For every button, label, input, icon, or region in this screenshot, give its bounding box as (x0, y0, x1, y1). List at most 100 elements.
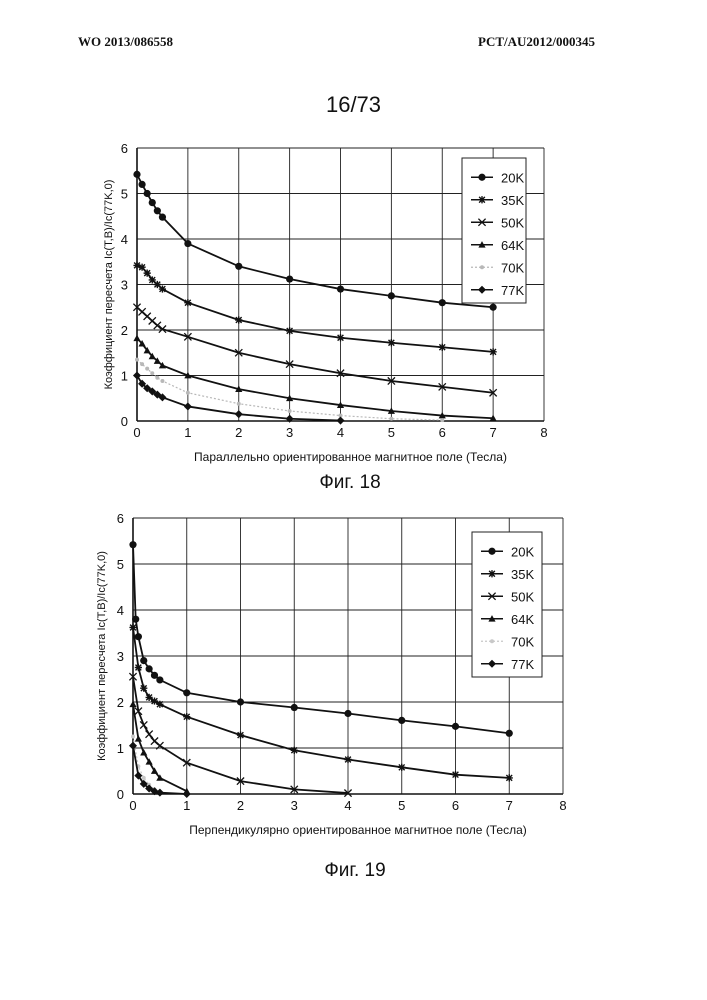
data-point (133, 261, 141, 269)
series-50K (128, 672, 353, 798)
data-point (183, 713, 191, 721)
x-tick-label: 8 (559, 798, 566, 813)
data-point (344, 755, 352, 764)
legend-item: 20K (471, 170, 524, 185)
y-tick-label: 3 (117, 649, 124, 664)
data-point (155, 741, 164, 750)
legend-swatch-marker (490, 639, 494, 644)
y-tick-label: 0 (117, 787, 124, 802)
legend-swatch-marker (478, 241, 486, 248)
legend-item: 64K (481, 612, 534, 627)
x-tick-label: 2 (235, 425, 242, 440)
data-point (155, 375, 160, 380)
data-point (143, 346, 151, 354)
y-tick-label: 5 (121, 187, 128, 202)
data-point (336, 416, 345, 425)
data-point (153, 390, 162, 399)
data-point (134, 633, 142, 641)
series-line (132, 544, 510, 735)
data-point (438, 299, 446, 307)
data-point (135, 357, 139, 362)
x-tick-label: 4 (344, 798, 351, 813)
data-point (143, 269, 151, 277)
document-id: WO 2013/086558 (78, 34, 173, 49)
data-point (489, 348, 497, 356)
legend-swatch-marker (488, 570, 496, 578)
data-point (131, 734, 135, 739)
data-point (150, 671, 159, 679)
series-20K (129, 541, 513, 737)
data-point (156, 700, 164, 708)
data-point (234, 410, 243, 419)
legend-swatch-marker (477, 285, 487, 294)
data-point (183, 402, 192, 411)
x-tick-label: 4 (337, 425, 344, 440)
data-point (236, 698, 245, 706)
series-20K (133, 170, 497, 311)
data-point (128, 741, 138, 750)
x-tick-label: 3 (286, 425, 293, 440)
x-tick-label: 5 (388, 425, 395, 440)
data-point (184, 371, 192, 379)
data-point (438, 382, 447, 391)
series-70K (135, 357, 445, 423)
figure-18-chart: 0 1 2 3 4 5 6 7 8 0 1 2 3 4 5 6 Параллельно ориентирован… (103, 141, 548, 493)
data-point (145, 758, 153, 765)
data-point (158, 213, 167, 221)
legend: 20K 35K 50K 64K 70K 77K (471, 531, 543, 678)
data-point (158, 393, 167, 402)
legend-box (471, 531, 543, 678)
series-35K (129, 623, 513, 782)
figure-19-chart: 0 1 2 3 4 5 6 7 8 0 1 2 3 4 5 6 Перпендикулярно ориентир… (96, 511, 567, 881)
data-point (139, 720, 148, 730)
data-point (182, 758, 191, 767)
data-point (150, 697, 159, 705)
data-point (158, 325, 167, 334)
page-number: 16/73 (325, 92, 382, 117)
figure-caption: Фиг. 19 (324, 860, 385, 881)
y-tick-label: 6 (117, 511, 124, 526)
series-77K (128, 741, 191, 799)
data-point (150, 767, 159, 774)
data-point (148, 199, 156, 207)
data-point (235, 385, 243, 393)
legend-item: 50K (481, 589, 534, 604)
y-tick-label: 5 (117, 557, 124, 572)
data-point (184, 299, 192, 307)
y-tick-label: 0 (121, 414, 128, 429)
data-point (145, 366, 150, 371)
data-point (153, 207, 161, 215)
data-point (387, 339, 395, 347)
data-point (145, 665, 153, 673)
legend-label: 50K (511, 589, 534, 604)
legend-swatch-marker (478, 196, 486, 204)
data-point (398, 763, 406, 771)
legend-item: 50K (471, 215, 524, 230)
series-64K (133, 334, 497, 422)
data-point (145, 693, 153, 701)
application-id: PCT/AU2012/000345 (478, 34, 595, 49)
series-77K (132, 371, 345, 425)
data-point (140, 749, 148, 756)
data-point (336, 369, 345, 378)
data-point (134, 663, 142, 672)
legend-item: 35K (481, 567, 534, 582)
data-point (143, 189, 151, 198)
x-tick-label: 1 (183, 798, 190, 813)
data-point (140, 657, 148, 665)
data-point (287, 408, 292, 413)
legend-swatch-marker (480, 265, 484, 270)
legend-label: 20K (501, 170, 524, 185)
data-point (489, 414, 497, 422)
data-point (138, 340, 146, 347)
legend-swatch-marker (487, 659, 497, 668)
data-point (155, 788, 164, 797)
data-point (158, 285, 167, 293)
data-point (184, 239, 192, 248)
legend-label: 20K (511, 544, 534, 559)
data-point (234, 348, 243, 357)
legend-item: 77K (471, 283, 524, 298)
data-point (134, 735, 142, 742)
data-point (290, 785, 299, 794)
y-tick-label: 2 (121, 323, 128, 338)
